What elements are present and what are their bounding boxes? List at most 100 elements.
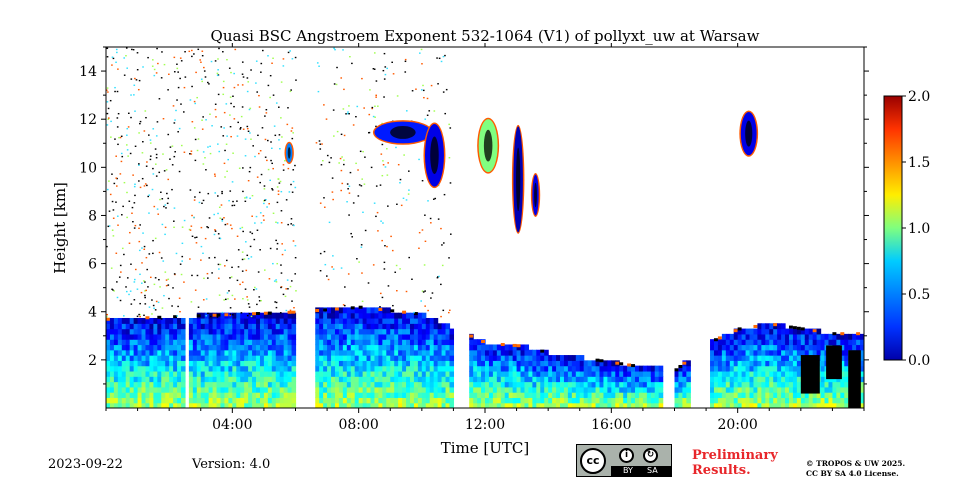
noise-speckle (245, 269, 248, 272)
heatmap-cell (354, 349, 360, 356)
noise-speckle (157, 301, 160, 304)
noise-speckle (109, 193, 112, 196)
heatmap-cell (153, 370, 158, 377)
heatmap-cell (378, 365, 383, 372)
heatmap-cell (169, 365, 174, 372)
heatmap-cell (173, 376, 178, 383)
heatmap-cell (737, 355, 743, 361)
heatmap-cell (141, 339, 147, 346)
noise-speckle (321, 143, 323, 145)
edge-speckle (378, 307, 383, 311)
noise-speckle (194, 102, 197, 105)
heatmap-cell (477, 386, 482, 393)
cc-license-badge[interactable]: cc i ↻ BY SA (576, 444, 672, 477)
noise-speckle (180, 144, 183, 147)
noise-speckle (146, 184, 148, 187)
noise-speckle (407, 193, 410, 195)
heatmap-cell (409, 370, 415, 377)
heatmap-cell (492, 402, 498, 408)
noise-speckle (405, 110, 408, 112)
noise-speckle (289, 90, 292, 93)
noise-speckle (115, 155, 117, 157)
heatmap-cell (149, 360, 154, 367)
heatmap-cell (678, 397, 683, 404)
x-tick-label: 08:00 (338, 417, 378, 433)
noise-speckle (231, 204, 234, 207)
heatmap-cell (121, 376, 127, 383)
noise-speckle (373, 68, 376, 70)
heatmap-cell (153, 402, 158, 408)
heatmap-cell (208, 370, 214, 377)
heatmap-cell (488, 349, 494, 356)
heatmap-cell (571, 365, 577, 372)
noise-speckle (201, 119, 203, 121)
heatmap-cell (583, 381, 589, 388)
heatmap-cell (500, 360, 506, 367)
heatmap-cell (528, 402, 533, 408)
noise-speckle (173, 273, 176, 275)
heatmap-cell (319, 307, 324, 314)
noise-speckle (106, 313, 109, 316)
heatmap-cell (378, 376, 383, 383)
heatmap-cell (334, 370, 340, 377)
noise-speckle (400, 204, 403, 207)
heatmap-cell (781, 386, 786, 393)
heatmap-cell (749, 392, 755, 399)
heatmap-cell (417, 397, 423, 404)
heatmap-cell (646, 402, 652, 408)
heatmap-cell (244, 339, 249, 346)
heatmap-cell (828, 392, 834, 399)
heatmap-cell (169, 323, 174, 330)
noise-speckle (230, 276, 233, 278)
heatmap-cell (552, 397, 557, 404)
heatmap-cell (236, 370, 241, 377)
noise-speckle (279, 148, 281, 150)
noise-speckle (267, 168, 270, 171)
heatmap-cell (137, 402, 143, 408)
heatmap-cell (808, 333, 814, 340)
noise-speckle (149, 276, 152, 279)
heatmap-cell (208, 317, 214, 324)
noise-speckle (440, 60, 443, 63)
noise-speckle (173, 122, 176, 124)
heatmap-cell (733, 402, 739, 408)
noise-speckle (228, 67, 231, 69)
heatmap-cell (563, 392, 569, 399)
heatmap-cell (346, 349, 352, 356)
heatmap-cell (283, 312, 289, 319)
noise-speckle (202, 252, 204, 255)
noise-speckle (207, 192, 210, 195)
heatmap-cell (141, 370, 147, 377)
heatmap-cell (761, 349, 766, 356)
heatmap-cell (524, 344, 530, 351)
noise-speckle (138, 164, 140, 166)
heatmap-cell (145, 392, 151, 399)
heatmap-cell (319, 386, 324, 393)
y-tick-label: 8 (88, 208, 97, 224)
edge-speckle (481, 340, 485, 344)
heatmap-cell (370, 312, 376, 319)
heatmap-cell (425, 360, 431, 367)
noise-speckle (348, 105, 350, 107)
heatmap-cell (145, 365, 151, 372)
heatmap-cell (323, 370, 328, 377)
heatmap-cell (796, 355, 802, 361)
heatmap-cell (117, 402, 123, 408)
heatmap-cell (485, 392, 490, 399)
heatmap-cell (646, 365, 652, 372)
noise-speckle (161, 223, 164, 226)
heatmap-cell (741, 397, 747, 404)
heatmap-cell (244, 355, 249, 361)
heatmap-cell (749, 349, 755, 356)
noise-speckle (349, 55, 351, 58)
heatmap-cell (496, 392, 502, 399)
noise-speckle (275, 279, 277, 281)
noise-speckle (395, 264, 398, 267)
heatmap-cell (441, 397, 447, 404)
heatmap-cell (125, 323, 131, 330)
noise-speckle (333, 83, 336, 85)
noise-speckle (227, 298, 229, 300)
heatmap-cell (508, 386, 514, 393)
heatmap-cell (571, 376, 577, 383)
noise-speckle (201, 128, 204, 130)
